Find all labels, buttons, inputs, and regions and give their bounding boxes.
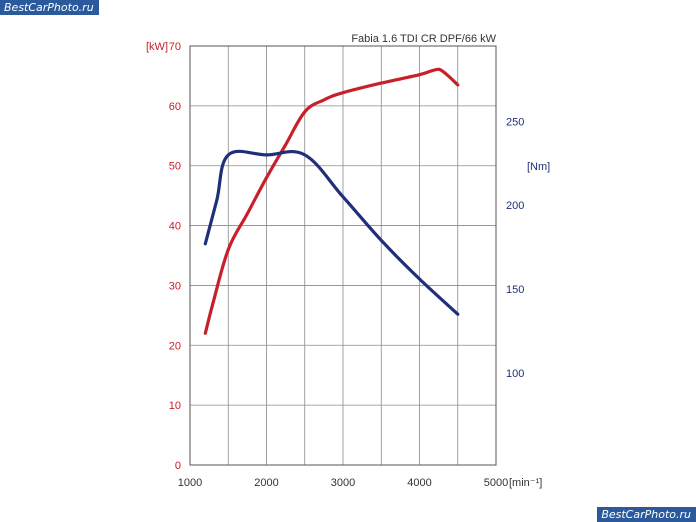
y-left-tick-label: 60: [169, 101, 181, 113]
x-axis-label: [min⁻¹]: [509, 477, 542, 489]
x-tick-label: 5000: [484, 477, 508, 489]
y-left-tick-label: 0: [175, 460, 181, 472]
x-tick-label: 3000: [331, 477, 355, 489]
torque-curve: [203, 149, 460, 316]
y-right-tick-label: 200: [506, 200, 524, 212]
y-right-tick-label: 250: [506, 116, 524, 128]
chart-series: [203, 67, 460, 335]
y-left-tick-label: 10: [169, 400, 181, 412]
y-left-tick-label: 50: [169, 161, 181, 173]
chart-grid: [189, 45, 497, 466]
y-left-tick-label: 20: [169, 340, 181, 352]
y-left-tick-label: 70: [169, 41, 181, 53]
chart-title: Fabia 1.6 TDI CR DPF/66 kW: [351, 33, 496, 45]
y-left-tick-label: 40: [169, 221, 181, 233]
y-right-tick-label: 150: [506, 284, 524, 296]
x-tick-label: 2000: [254, 477, 278, 489]
x-tick-label: 4000: [407, 477, 431, 489]
y-right-tick-label: 100: [506, 368, 524, 380]
x-tick-label: 1000: [178, 477, 202, 489]
chart-ticks: 0 10 20 30 40 50 60 70 100 150 200 250 1000 2000 3000 4…: [169, 41, 525, 489]
watermark-bottom-right: BestCarPhoto.ru: [597, 507, 696, 522]
power-curve: [203, 67, 460, 335]
y-left-axis-label: [kW]: [146, 41, 168, 53]
y-right-axis-label: [Nm]: [527, 161, 550, 173]
y-left-tick-label: 30: [169, 280, 181, 292]
watermark-top-left: BestCarPhoto.ru: [0, 0, 99, 15]
plot-frame: [189, 45, 497, 466]
